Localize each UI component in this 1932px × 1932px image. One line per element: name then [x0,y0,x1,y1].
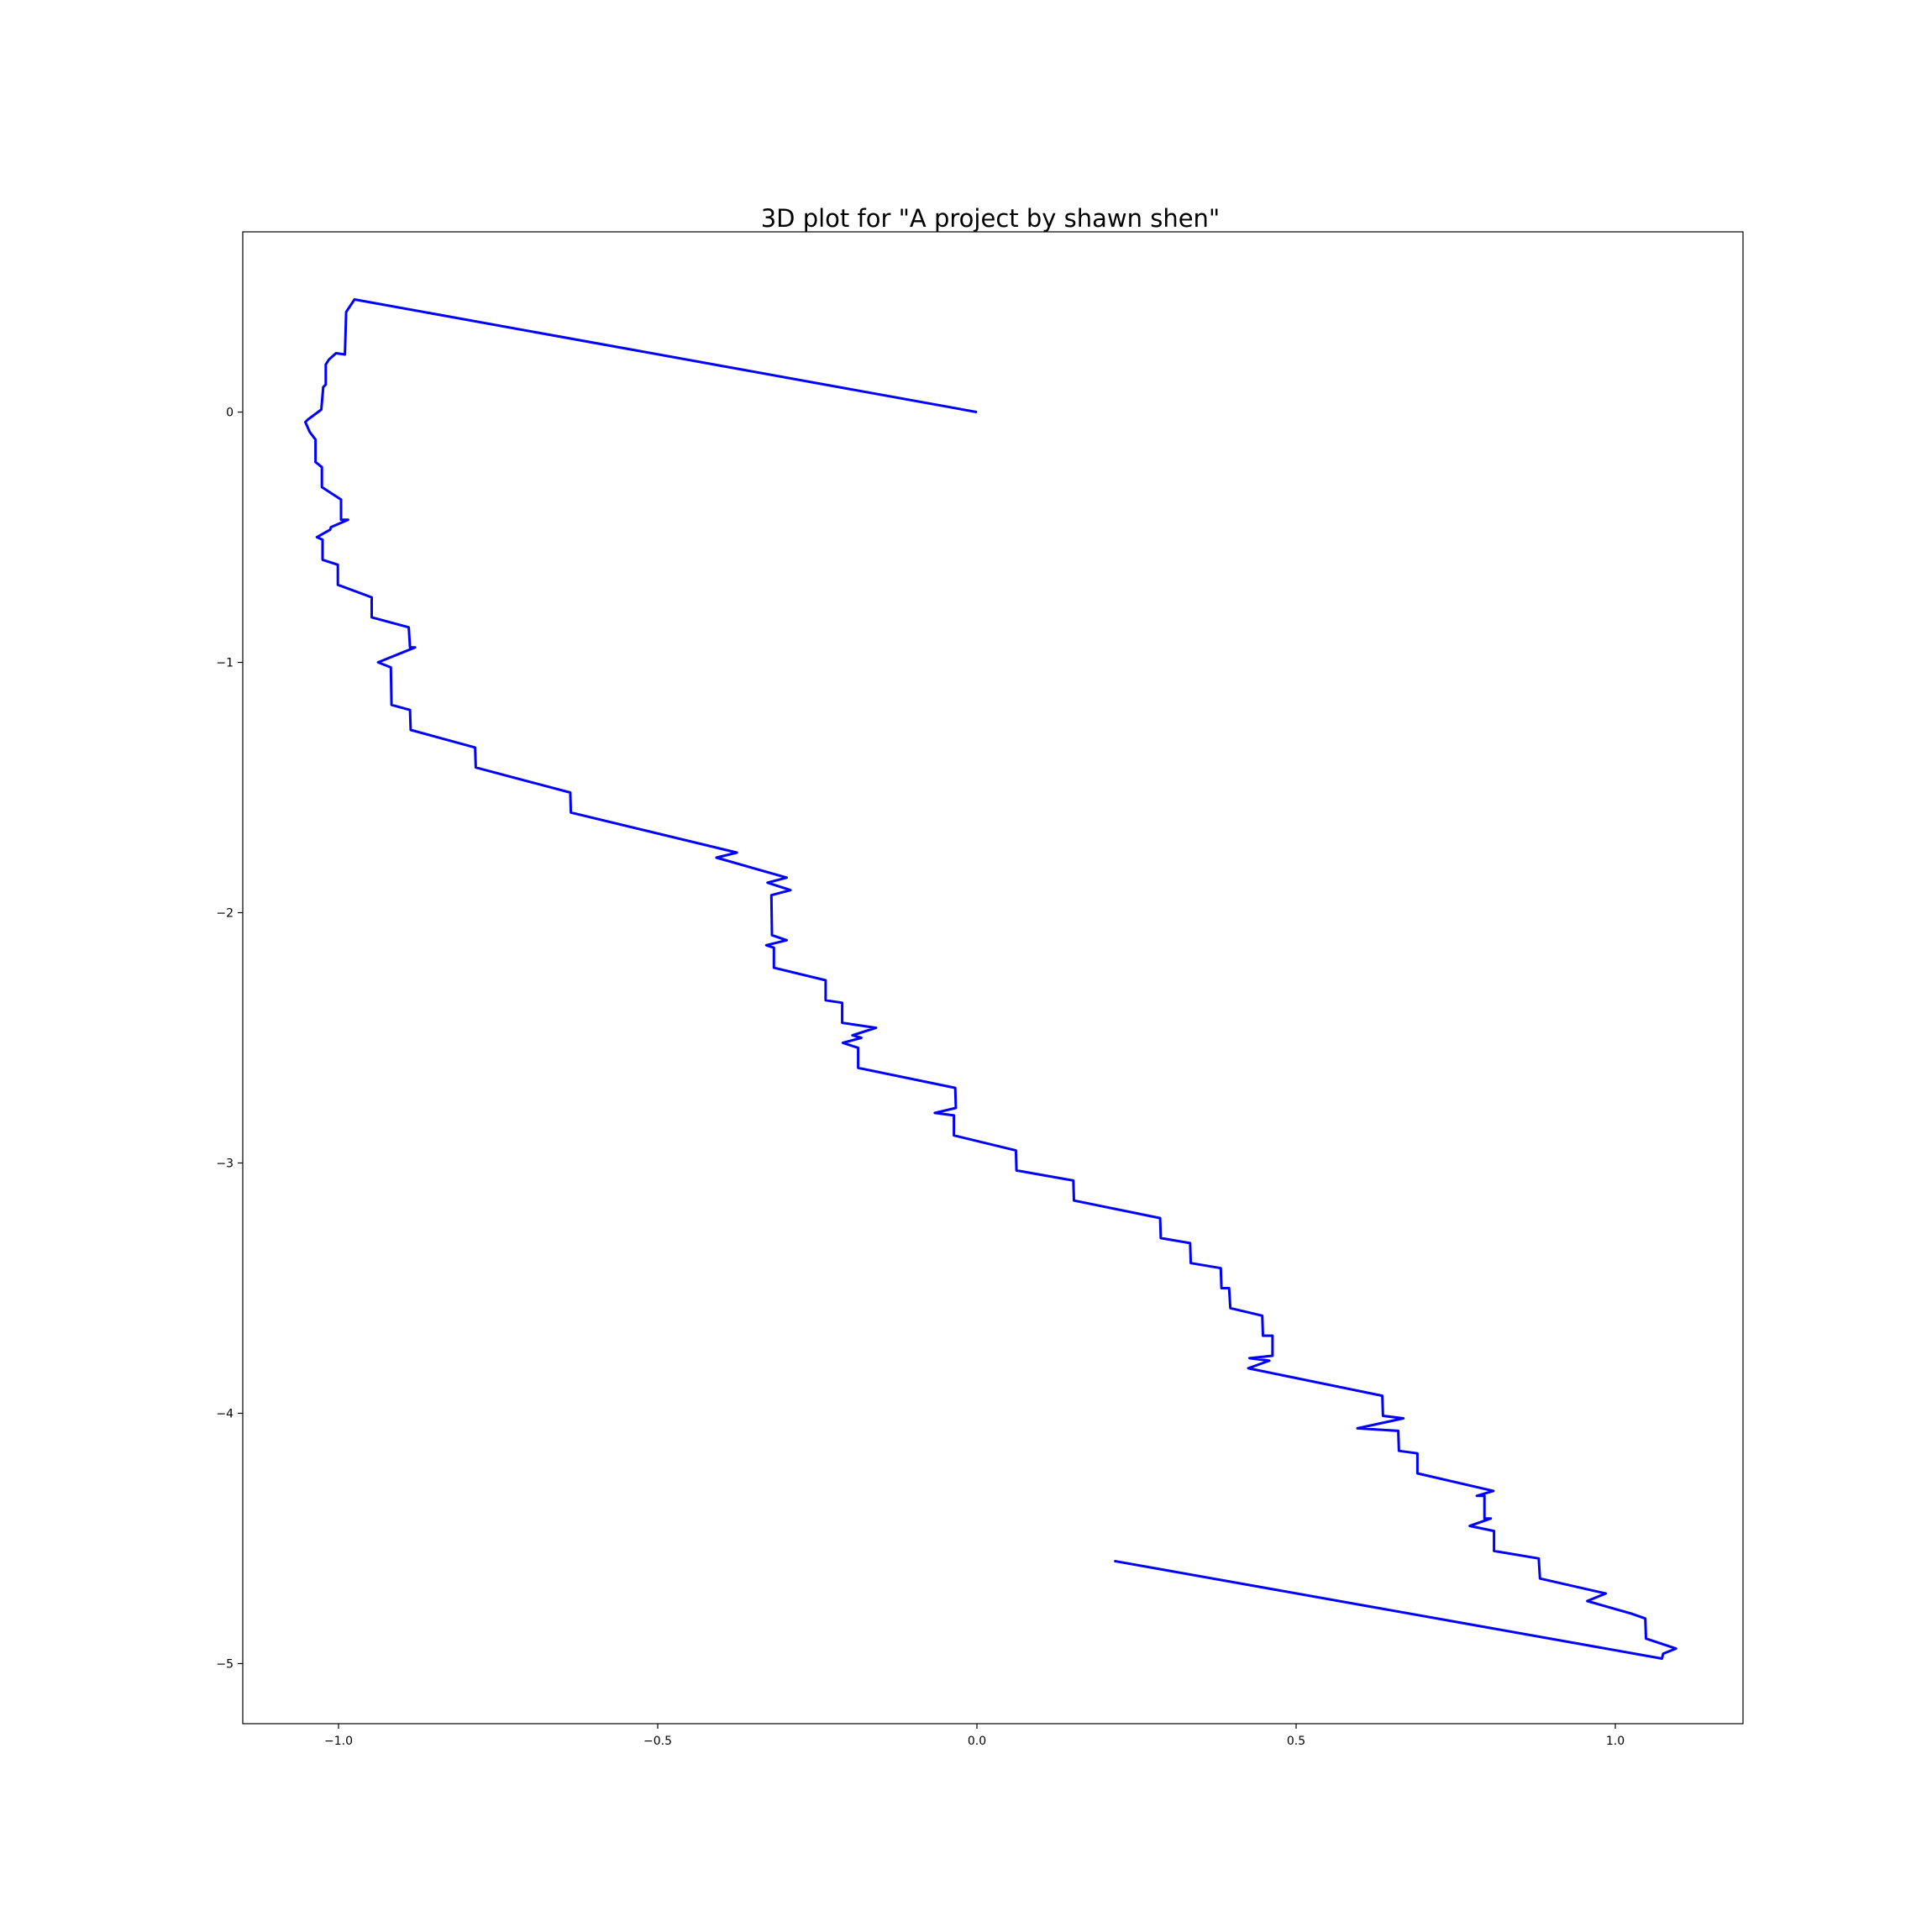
chart-title: 3D plot for "A project by shawn shen" [761,204,1221,233]
y-tick-label: −2 [216,907,234,921]
y-tick-label: −3 [216,1158,234,1171]
y-axis: 0 −1 −2 −3 −4 −5 [216,407,243,1671]
x-tick-label: −0.5 [643,1735,672,1748]
plot-frame [242,231,1744,1725]
y-tick-label: 0 [226,407,234,420]
y-tick-label: −4 [216,1407,234,1420]
x-tick-label: −1.0 [324,1735,353,1748]
x-tick-label: 1.0 [1606,1735,1625,1748]
series-line [304,298,1677,1660]
x-tick-label: 0.5 [1287,1735,1305,1748]
y-tick-label: −5 [216,1657,234,1671]
y-tick-label: −1 [216,657,234,670]
x-tick-label: 0.0 [968,1735,986,1748]
x-axis: −1.0 −0.5 0.0 0.5 1.0 [324,1724,1625,1748]
